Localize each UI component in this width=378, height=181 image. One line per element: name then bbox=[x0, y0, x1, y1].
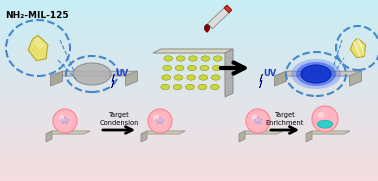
Polygon shape bbox=[225, 49, 233, 97]
Ellipse shape bbox=[175, 65, 184, 71]
Polygon shape bbox=[208, 7, 231, 29]
Ellipse shape bbox=[301, 65, 331, 83]
Polygon shape bbox=[350, 38, 366, 58]
Polygon shape bbox=[207, 25, 211, 29]
Text: Target
Condension: Target Condension bbox=[99, 112, 139, 126]
Polygon shape bbox=[112, 74, 115, 88]
Circle shape bbox=[58, 114, 64, 120]
Circle shape bbox=[161, 122, 163, 124]
Circle shape bbox=[259, 122, 261, 124]
Ellipse shape bbox=[296, 62, 336, 86]
Ellipse shape bbox=[211, 75, 220, 80]
Circle shape bbox=[257, 121, 259, 123]
Ellipse shape bbox=[174, 75, 183, 80]
Ellipse shape bbox=[161, 84, 170, 90]
Polygon shape bbox=[350, 71, 361, 86]
Ellipse shape bbox=[211, 84, 219, 90]
Polygon shape bbox=[141, 131, 185, 134]
Circle shape bbox=[156, 119, 158, 121]
Ellipse shape bbox=[204, 24, 209, 31]
Circle shape bbox=[260, 119, 262, 121]
Circle shape bbox=[162, 119, 164, 121]
Polygon shape bbox=[28, 35, 48, 61]
Ellipse shape bbox=[187, 65, 196, 71]
Polygon shape bbox=[34, 36, 45, 50]
Ellipse shape bbox=[212, 65, 221, 71]
Circle shape bbox=[62, 122, 64, 124]
Circle shape bbox=[246, 109, 270, 133]
Ellipse shape bbox=[189, 56, 197, 61]
Ellipse shape bbox=[199, 75, 208, 80]
Circle shape bbox=[255, 122, 257, 124]
Ellipse shape bbox=[198, 84, 207, 90]
Polygon shape bbox=[274, 71, 287, 86]
Circle shape bbox=[53, 109, 77, 133]
Polygon shape bbox=[204, 29, 210, 33]
Ellipse shape bbox=[163, 65, 172, 71]
Ellipse shape bbox=[200, 65, 209, 71]
Circle shape bbox=[61, 119, 63, 121]
Text: UV: UV bbox=[263, 70, 277, 79]
Polygon shape bbox=[224, 5, 232, 13]
Polygon shape bbox=[51, 71, 62, 86]
Circle shape bbox=[159, 121, 161, 123]
Polygon shape bbox=[46, 131, 52, 142]
Ellipse shape bbox=[187, 75, 195, 80]
Circle shape bbox=[251, 114, 257, 120]
Polygon shape bbox=[274, 71, 361, 76]
Polygon shape bbox=[260, 74, 262, 88]
Circle shape bbox=[64, 117, 66, 119]
Circle shape bbox=[148, 109, 172, 133]
Circle shape bbox=[66, 122, 68, 124]
Ellipse shape bbox=[214, 56, 222, 61]
Polygon shape bbox=[355, 39, 364, 49]
Text: UV: UV bbox=[115, 70, 129, 79]
Text: Target
Enrichment: Target Enrichment bbox=[266, 112, 304, 126]
Circle shape bbox=[254, 119, 256, 121]
Ellipse shape bbox=[201, 56, 210, 61]
Circle shape bbox=[67, 119, 69, 121]
Polygon shape bbox=[153, 49, 233, 53]
Polygon shape bbox=[239, 131, 245, 142]
Circle shape bbox=[318, 112, 324, 118]
Polygon shape bbox=[306, 131, 312, 142]
Circle shape bbox=[153, 114, 160, 120]
Polygon shape bbox=[239, 131, 283, 134]
Circle shape bbox=[257, 117, 259, 119]
Ellipse shape bbox=[173, 84, 182, 90]
Ellipse shape bbox=[176, 56, 185, 61]
Ellipse shape bbox=[291, 59, 341, 89]
Ellipse shape bbox=[186, 84, 194, 90]
Text: NH₂-MIL-125: NH₂-MIL-125 bbox=[5, 12, 69, 20]
Circle shape bbox=[157, 122, 159, 124]
Ellipse shape bbox=[317, 120, 333, 128]
Polygon shape bbox=[125, 71, 138, 86]
Polygon shape bbox=[141, 131, 147, 142]
Polygon shape bbox=[46, 131, 90, 134]
Ellipse shape bbox=[73, 63, 111, 85]
Circle shape bbox=[159, 117, 161, 119]
Circle shape bbox=[312, 106, 338, 132]
Polygon shape bbox=[306, 131, 350, 134]
Circle shape bbox=[64, 121, 66, 123]
Polygon shape bbox=[51, 71, 138, 76]
Ellipse shape bbox=[164, 56, 172, 61]
Ellipse shape bbox=[162, 75, 170, 80]
